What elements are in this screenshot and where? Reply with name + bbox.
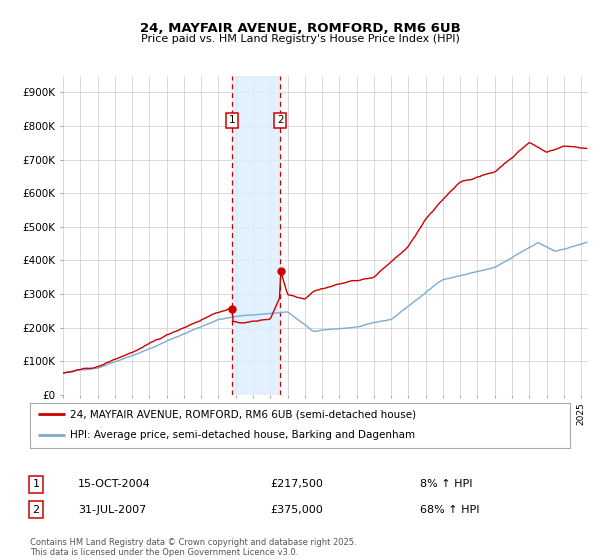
Text: Price paid vs. HM Land Registry's House Price Index (HPI): Price paid vs. HM Land Registry's House …: [140, 34, 460, 44]
Text: Contains HM Land Registry data © Crown copyright and database right 2025.
This d: Contains HM Land Registry data © Crown c…: [30, 538, 356, 557]
Text: 24, MAYFAIR AVENUE, ROMFORD, RM6 6UB (semi-detached house): 24, MAYFAIR AVENUE, ROMFORD, RM6 6UB (se…: [71, 409, 416, 419]
Text: £217,500: £217,500: [270, 479, 323, 489]
Text: 1: 1: [229, 115, 235, 125]
Text: 2: 2: [32, 505, 40, 515]
Text: 31-JUL-2007: 31-JUL-2007: [78, 505, 146, 515]
Text: 1: 1: [32, 479, 40, 489]
Text: 8% ↑ HPI: 8% ↑ HPI: [420, 479, 473, 489]
Text: £375,000: £375,000: [270, 505, 323, 515]
Text: 24, MAYFAIR AVENUE, ROMFORD, RM6 6UB: 24, MAYFAIR AVENUE, ROMFORD, RM6 6UB: [140, 22, 460, 35]
Text: 68% ↑ HPI: 68% ↑ HPI: [420, 505, 479, 515]
Text: 15-OCT-2004: 15-OCT-2004: [78, 479, 151, 489]
Text: 2: 2: [277, 115, 284, 125]
Text: HPI: Average price, semi-detached house, Barking and Dagenham: HPI: Average price, semi-detached house,…: [71, 431, 416, 441]
Bar: [232, 76, 280, 395]
